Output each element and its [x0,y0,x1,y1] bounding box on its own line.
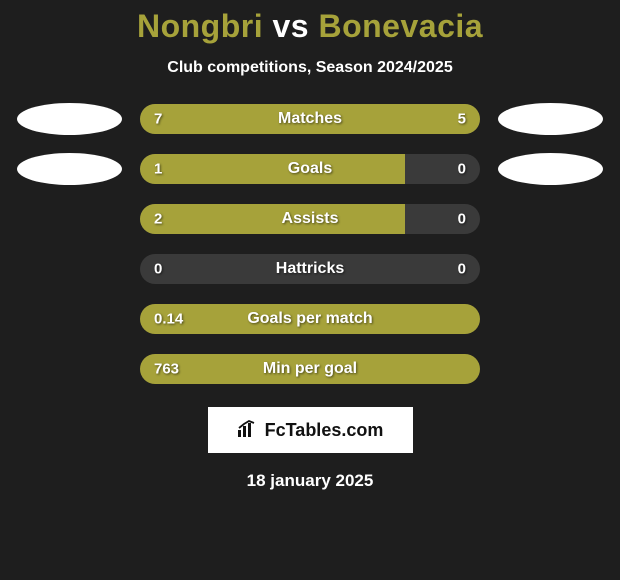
chart-icon [237,420,259,441]
stat-value-left: 0.14 [154,311,183,328]
player-right-oval [498,103,603,135]
stat-bar-track: Goals 1 0 [140,154,480,184]
stat-bar-track: Assists 2 0 [140,204,480,234]
title: Nongbri vs Bonevacia [137,8,483,45]
stat-label: Goals [288,160,332,178]
stat-value-left: 1 [154,161,162,178]
stat-row: Goals 1 0 [0,153,620,185]
stat-row: Goals per match 0.14 [0,303,620,335]
stat-bar-track: Hattricks 0 0 [140,254,480,284]
stat-bar-left [140,204,405,234]
stat-row: Hattricks 0 0 [0,253,620,285]
footer-brand-text: FcTables.com [265,420,384,441]
title-vs: vs [272,8,309,44]
stat-bar-track: Matches 7 5 [140,104,480,134]
stat-value-left: 7 [154,111,162,128]
stat-value-left: 0 [154,261,162,278]
stat-value-right: 0 [458,161,466,178]
stat-row: Assists 2 0 [0,203,620,235]
stat-label: Min per goal [263,360,357,378]
stat-value-right: 5 [458,111,466,128]
stat-row: Matches 7 5 [0,103,620,135]
stat-value-left: 2 [154,211,162,228]
stat-bar-left [140,154,405,184]
stat-value-right: 0 [458,211,466,228]
player-left-oval [17,103,122,135]
stat-bar-track: Goals per match 0.14 [140,304,480,334]
stat-value-left: 763 [154,361,179,378]
title-player-left: Nongbri [137,8,263,44]
stat-label: Assists [282,210,339,228]
player-right-oval [498,153,603,185]
footer-badge: FcTables.com [208,407,413,453]
comparison-rows: Matches75Goals10Assists20Hattricks00Goal… [0,103,620,385]
comparison-infographic: Nongbri vs Bonevacia Club competitions, … [0,0,620,580]
stat-value-right: 0 [458,261,466,278]
stat-bar-track: Min per goal 763 [140,354,480,384]
subtitle: Club competitions, Season 2024/2025 [167,59,452,77]
title-player-right: Bonevacia [318,8,483,44]
stat-label: Goals per match [247,310,372,328]
stat-label: Matches [278,110,342,128]
player-left-oval [17,153,122,185]
stat-label: Hattricks [276,260,344,278]
stat-row: Min per goal 763 [0,353,620,385]
date: 18 january 2025 [247,471,374,491]
